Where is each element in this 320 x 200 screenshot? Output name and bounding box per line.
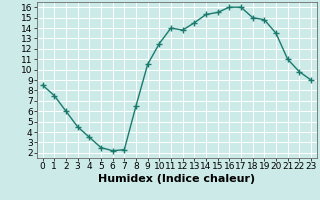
X-axis label: Humidex (Indice chaleur): Humidex (Indice chaleur) <box>98 174 255 184</box>
